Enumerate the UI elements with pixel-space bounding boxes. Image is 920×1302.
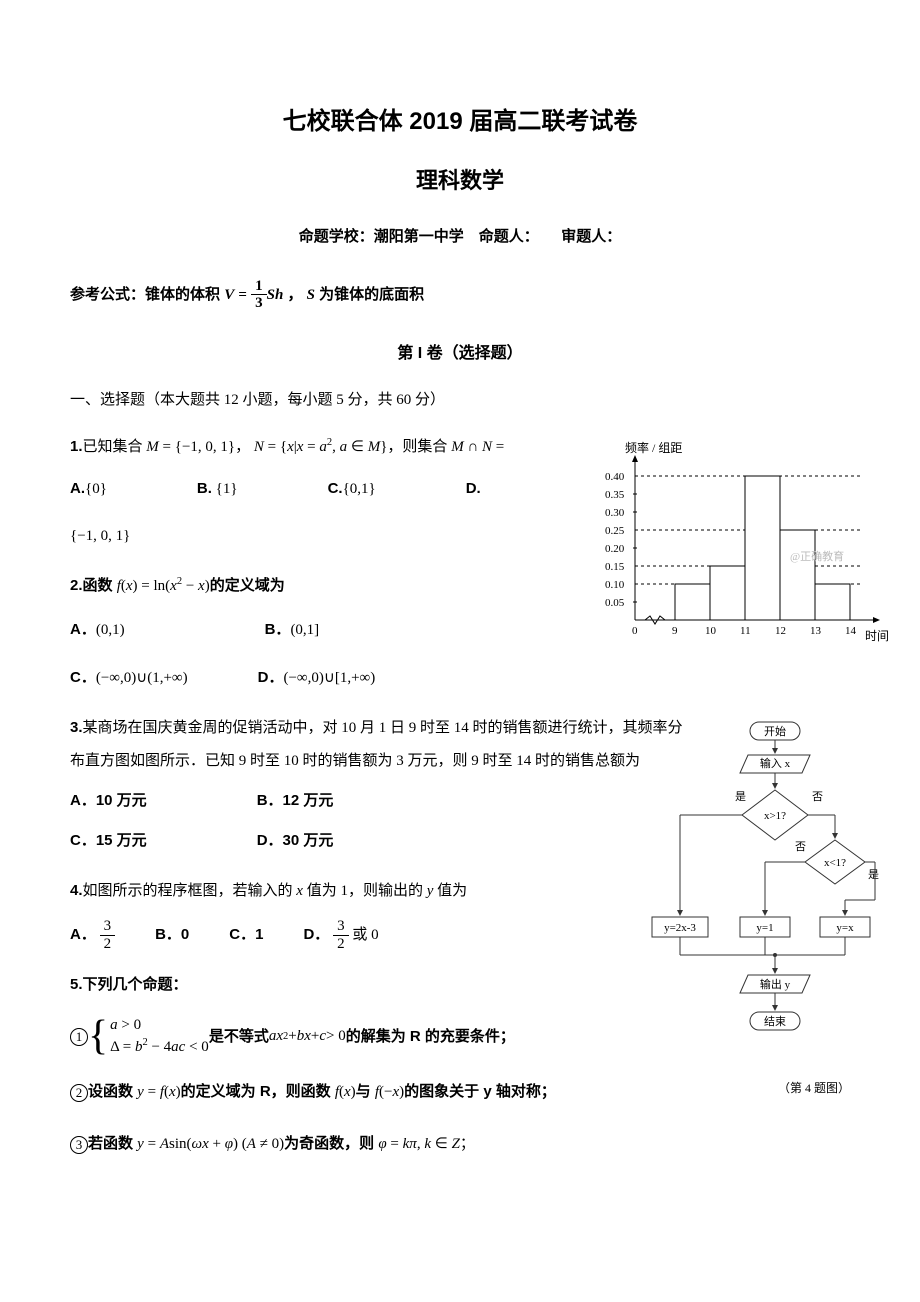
q4-choice-c: C．1 [229,918,263,952]
q4-label: 4. [70,882,83,899]
svg-text:是: 是 [868,868,879,881]
q1-choice-a: A.{0} [70,472,107,506]
q2-label: 2. [70,577,83,594]
svg-text:14: 14 [845,625,857,637]
flow-box2: y=1 [740,917,790,937]
svg-text:否: 否 [795,841,806,853]
flow-box3: y=x [820,917,870,937]
svg-text:y=2x-3: y=2x-3 [664,922,696,934]
flow-box1: y=2x-3 [652,917,708,937]
q3-choice-b: B．12 万元 [257,784,334,818]
svg-text:0.05: 0.05 [605,597,625,609]
q4-choice-a: A． 32 [70,918,115,953]
histogram-figure: 频率 / 组距 0.05 0.10 0.15 0.20 0.25 0.30 0.… [590,440,890,650]
svg-text:0.35: 0.35 [605,489,625,501]
flow-start: 开始 [750,722,800,740]
circled-1-icon: 1 [70,1028,88,1046]
q3-choice-a: A．10 万元 [70,784,147,818]
q2-choice-a: A．(0,1) [70,613,125,647]
svg-text:x>1?: x>1? [764,810,786,822]
svg-text:0: 0 [632,625,638,637]
q2-choice-d: D．(−∞,0)∪[1,+∞) [258,661,376,695]
svg-text:输入 x: 输入 x [760,756,791,770]
svg-text:0.30: 0.30 [605,507,625,519]
flow-output: 输出 y [740,975,810,993]
svg-text:0.25: 0.25 [605,525,625,537]
svg-text:否: 否 [812,791,823,803]
flow-cond2: x<1? [805,840,865,884]
author-line: 命题学校：潮阳第一中学 命题人： 审题人： [70,223,850,250]
svg-text:是: 是 [735,790,746,803]
q1-label: 1. [70,438,83,455]
svg-text:输出 y: 输出 y [760,977,791,991]
instruction: 一、选择题（本大题共 12 小题，每小题 5 分，共 60 分） [70,387,850,414]
svg-text:开始: 开始 [764,724,786,738]
q2-choice-c: C．(−∞,0)∪(1,+∞) [70,661,188,695]
q1-choice-c: C.{0,1} [328,472,376,506]
watermark: @正确教育 [790,549,844,563]
q4-choice-b: B．0 [155,918,189,952]
q3-choice-d: D．30 万元 [257,824,334,858]
q1-stem-prefix: 已知集合 [83,439,147,455]
q1-choice-d: D. [466,472,481,506]
svg-text:x<1?: x<1? [824,857,846,869]
svg-text:9: 9 [672,625,678,637]
flow-end: 结束 [750,1012,800,1030]
flow-input: 输入 x [740,755,810,773]
svg-text:y=x: y=x [836,922,854,934]
formula-suffix: 为锥体的底面积 [319,286,424,303]
formula-math: V [224,287,234,303]
svg-text:0.10: 0.10 [605,579,625,591]
q4-caption: （第 4 题图） [778,1075,850,1101]
flow-cond1: x>1? [742,790,808,840]
svg-text:y=1: y=1 [756,922,773,934]
histogram-xlabel: 时间 [865,629,889,643]
svg-text:13: 13 [810,625,822,637]
q5-item-2: 2设函数 y = f(x)的定义域为 R，则函数 f(x)与 f(−x)的图象关… [70,1075,850,1109]
histogram-ylabel: 频率 / 组距 [625,440,682,455]
flowchart-figure: 开始 输入 x x>1? 是 否 x<1? 否 是 [640,720,890,1060]
svg-text:0.40: 0.40 [605,471,625,483]
svg-text:10: 10 [705,625,717,637]
q3-choice-c: C．15 万元 [70,824,147,858]
circled-2-icon: 2 [70,1084,88,1102]
svg-text:结束: 结束 [764,1015,786,1028]
section-title: 第 I 卷（选择题） [70,340,850,369]
q5-label: 5. [70,976,83,993]
svg-text:11: 11 [740,625,751,637]
formula-prefix: 参考公式：锥体的体积 [70,286,220,303]
q4-choice-d: D． 32 或 0 [303,918,378,953]
svg-text:0.15: 0.15 [605,561,625,573]
q2-choice-b: B．(0,1] [265,613,320,647]
svg-text:12: 12 [775,625,786,637]
page-subtitle: 理科数学 [70,161,850,201]
svg-text:0.20: 0.20 [605,543,625,555]
page-title: 七校联合体 2019 届高二联考试卷 [70,100,850,143]
q1-choice-b: B. {1} [197,472,238,506]
q3-label: 3. [70,719,83,736]
circled-3-icon: 3 [70,1136,88,1154]
q5-item-3: 3若函数 y = Asin(ωx + φ) (A ≠ 0)为奇函数，则 φ = … [70,1127,850,1161]
reference-formula: 参考公式：锥体的体积 V = 13Sh ， S 为锥体的底面积 [70,278,850,312]
